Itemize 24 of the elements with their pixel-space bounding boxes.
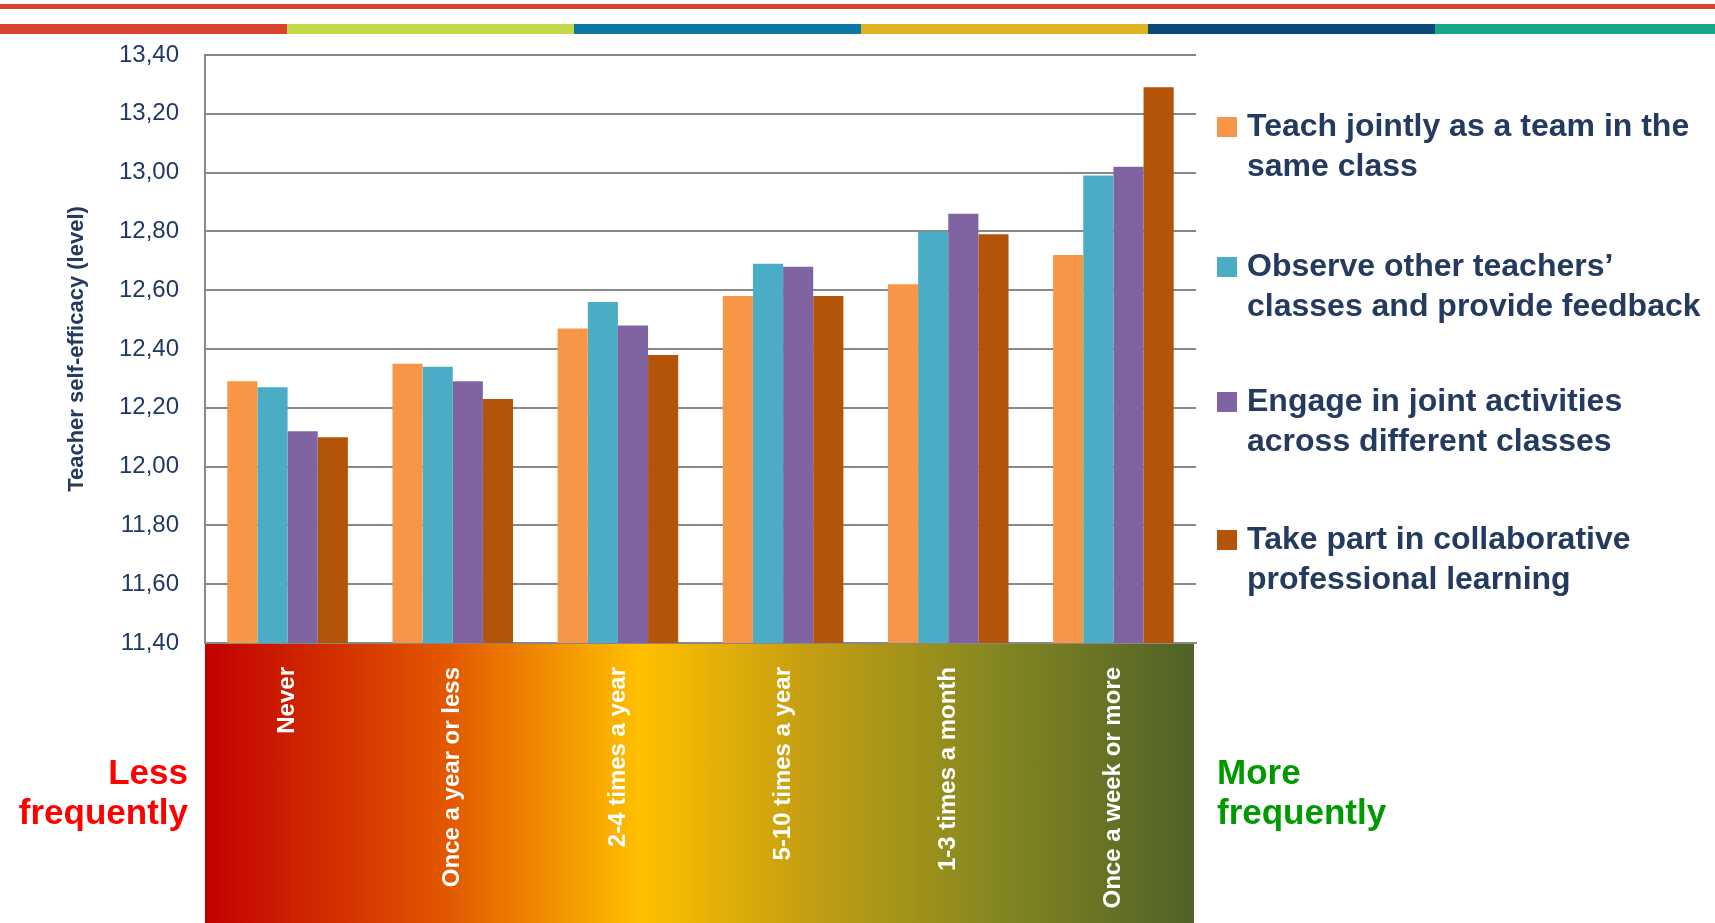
x-tick-label: Once a week or more [1098, 667, 1126, 909]
x-tick-label: 5-10 times a year [767, 667, 795, 861]
y-tick-label: 11,80 [120, 510, 179, 538]
y-tick-label: 12,80 [118, 216, 179, 244]
text: More frequently [1217, 752, 1388, 832]
y-axis-title: Teacher self-efficacy (level) [63, 206, 89, 492]
y-tick-label: 13,20 [118, 98, 179, 126]
y-tick-label: 12,40 [118, 333, 179, 361]
y-tick-label: 12,60 [118, 274, 179, 302]
y-tick-label: 12,00 [118, 451, 179, 479]
text: Less frequently [17, 752, 188, 832]
y-tick-label: 13,40 [118, 39, 179, 67]
legend-label: Teach jointly as a team in the same class [1247, 107, 1690, 183]
legend-label: Engage in joint activities across different classes [1247, 382, 1623, 458]
legend-label: Observe other teachers’ classes and provide feedback [1247, 247, 1701, 323]
y-tick-label: 11,40 [120, 627, 179, 655]
x-tick-label: 2-4 times a year [602, 667, 630, 848]
y-tick-label: 12,20 [118, 392, 179, 420]
legend-label: Take part in collaborative professional learning [1247, 520, 1631, 596]
y-tick-label: 13,00 [118, 157, 179, 185]
y-tick-label: 11,60 [120, 568, 179, 596]
x-tick-label: Never [272, 667, 300, 734]
x-tick-label: 1-3 times a month [932, 667, 960, 872]
x-tick-label: Once a year or less [437, 667, 465, 888]
